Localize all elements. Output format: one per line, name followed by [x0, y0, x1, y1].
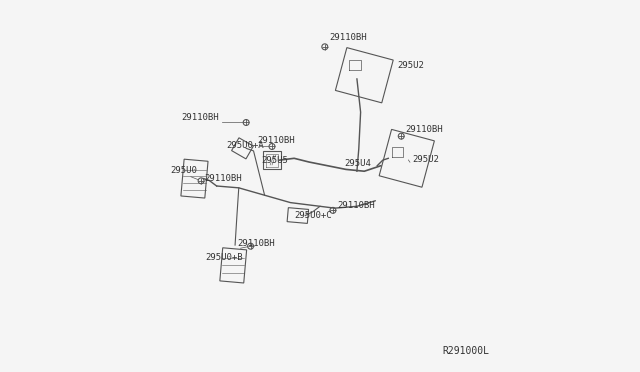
Text: 29110BH: 29110BH [205, 174, 243, 183]
Text: 295U2: 295U2 [412, 155, 439, 164]
Text: 295U0: 295U0 [170, 166, 197, 175]
Text: 295U2: 295U2 [397, 61, 424, 70]
Text: 29110BH: 29110BH [181, 113, 218, 122]
Text: 295U0+B: 295U0+B [205, 253, 243, 262]
Text: R291000L: R291000L [443, 346, 490, 356]
Text: 29110BH: 29110BH [329, 33, 367, 42]
Text: 29110BH: 29110BH [337, 201, 375, 210]
Text: 29110BH: 29110BH [257, 137, 295, 145]
Text: 295U0+C: 295U0+C [294, 211, 332, 220]
Text: 29110BH: 29110BH [237, 239, 275, 248]
Text: 29110BH: 29110BH [405, 125, 442, 134]
Text: 295U0+A: 295U0+A [226, 141, 264, 150]
Text: 295U5: 295U5 [261, 155, 288, 164]
Text: 295U4: 295U4 [344, 159, 371, 168]
